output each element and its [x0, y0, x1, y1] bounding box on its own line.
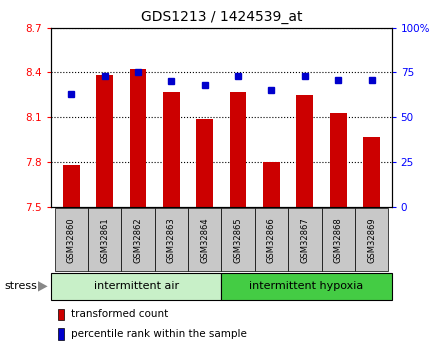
FancyBboxPatch shape: [322, 208, 355, 271]
Text: stress: stress: [4, 282, 37, 291]
FancyBboxPatch shape: [55, 208, 88, 271]
Bar: [230, 92, 247, 207]
Text: GSM32861: GSM32861: [100, 217, 109, 263]
Text: percentile rank within the sample: percentile rank within the sample: [71, 329, 247, 339]
Text: GSM32865: GSM32865: [234, 217, 243, 263]
FancyBboxPatch shape: [188, 208, 221, 271]
FancyBboxPatch shape: [222, 208, 255, 271]
Text: GSM32862: GSM32862: [134, 217, 142, 263]
Bar: [363, 137, 380, 207]
Text: GSM32869: GSM32869: [367, 217, 376, 263]
FancyBboxPatch shape: [155, 208, 188, 271]
Text: GSM32866: GSM32866: [267, 217, 276, 263]
Bar: [222, 273, 392, 300]
Text: GSM32864: GSM32864: [200, 217, 209, 263]
Bar: [96, 76, 113, 207]
FancyBboxPatch shape: [121, 208, 154, 271]
Bar: [129, 69, 146, 207]
FancyBboxPatch shape: [88, 208, 121, 271]
Text: GSM32867: GSM32867: [300, 217, 309, 263]
Bar: [196, 119, 213, 207]
Bar: [163, 92, 180, 207]
Bar: [58, 328, 64, 340]
Bar: [296, 95, 313, 207]
Bar: [263, 162, 280, 207]
Bar: [63, 165, 80, 207]
Text: intermittent air: intermittent air: [94, 282, 179, 291]
Text: transformed count: transformed count: [71, 309, 168, 319]
Text: GSM32860: GSM32860: [67, 217, 76, 263]
Bar: [51, 273, 222, 300]
FancyBboxPatch shape: [255, 208, 288, 271]
FancyBboxPatch shape: [288, 208, 321, 271]
Polygon shape: [38, 281, 48, 292]
Bar: [330, 113, 347, 207]
Text: GSM32863: GSM32863: [167, 217, 176, 263]
Text: intermittent hypoxia: intermittent hypoxia: [249, 282, 364, 291]
FancyBboxPatch shape: [355, 208, 388, 271]
Text: GSM32868: GSM32868: [334, 217, 343, 263]
Bar: [58, 308, 64, 320]
Title: GDS1213 / 1424539_at: GDS1213 / 1424539_at: [141, 10, 302, 24]
